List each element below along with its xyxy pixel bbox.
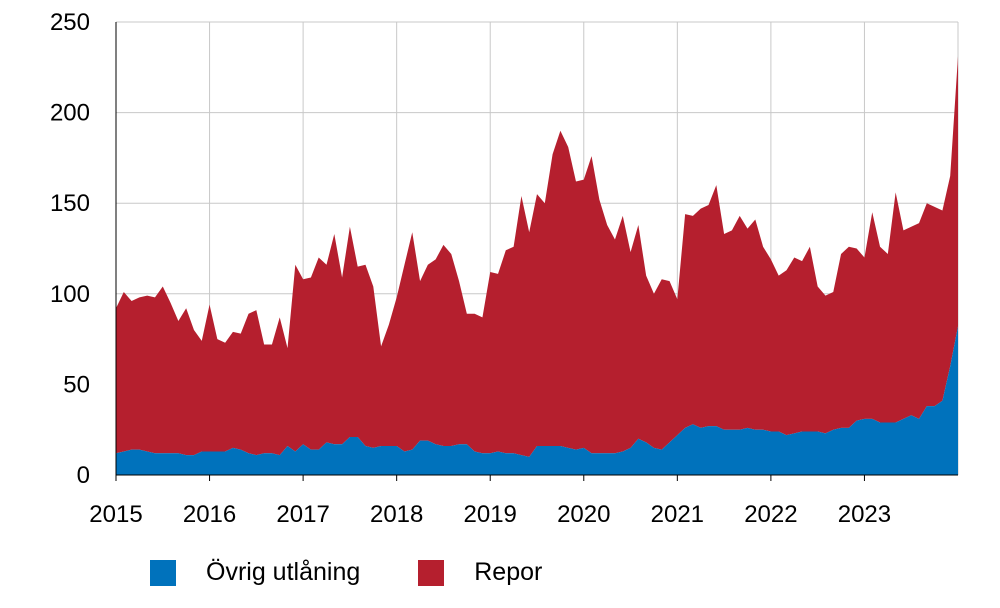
series-area-ovrig-utlaning: [116, 326, 958, 475]
legend-swatch-repor: [418, 559, 445, 586]
axes: 0 50 100 150 200 250 2015 2016 2017 2018 2019 2020 2…: [50, 9, 958, 528]
legend-item-repor: Repor: [418, 558, 542, 587]
x-tick-label: 2021: [651, 501, 704, 528]
x-tick-label: 2019: [464, 501, 517, 528]
x-tick-label: 2020: [557, 501, 610, 528]
y-tick-label: 150: [50, 190, 90, 217]
y-tick-label: 50: [63, 371, 90, 398]
x-tick-label: 2017: [276, 501, 329, 528]
x-tick-label: 2023: [838, 501, 891, 528]
legend-label-repor: Repor: [474, 558, 543, 586]
series-area-repor: [116, 56, 958, 457]
x-tick-label: 2018: [370, 501, 423, 528]
y-tick-label: 0: [77, 462, 90, 489]
plot-area: [116, 56, 958, 475]
x-tick-label: 2015: [89, 501, 142, 528]
y-tick-label: 200: [50, 100, 90, 127]
x-tick-label: 2016: [183, 501, 236, 528]
legend: Övrig utlåning Repor: [150, 558, 600, 587]
x-tick-label: 2022: [744, 501, 797, 528]
y-tick-label: 100: [50, 281, 90, 308]
legend-label-ovrig: Övrig utlåning: [206, 558, 361, 586]
chart: 0 50 100 150 200 250 2015 2016 2017 2018 2019 2020 2…: [50, 9, 959, 528]
legend-item-ovrig: Övrig utlåning: [150, 558, 360, 587]
y-tick-label: 250: [50, 9, 90, 36]
legend-swatch-ovrig: [150, 559, 176, 586]
